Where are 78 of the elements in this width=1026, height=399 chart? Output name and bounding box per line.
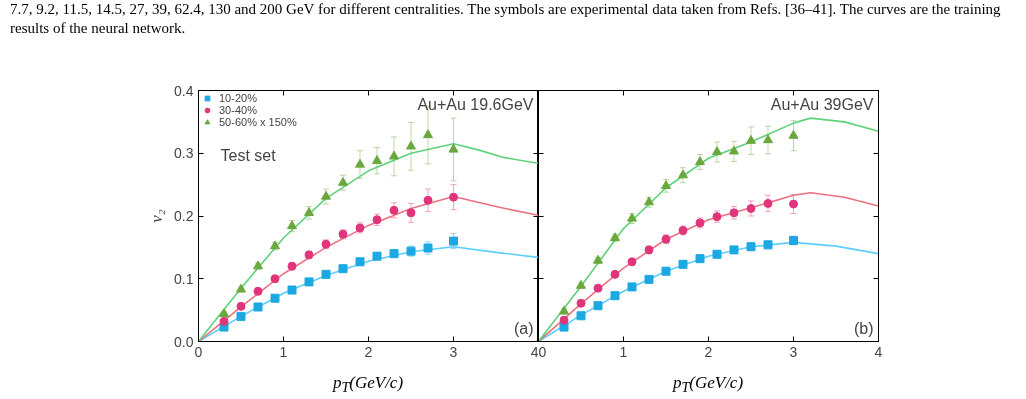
- annotation: Au+Au 39GeV: [770, 95, 874, 113]
- point: [712, 249, 722, 259]
- point: [253, 302, 263, 312]
- y-tick-label: 0.1: [174, 270, 194, 287]
- point: [389, 205, 399, 215]
- x-axis-title: p$_{T}$(GeV/c): [672, 373, 744, 396]
- y-tick-label: 0.2: [174, 208, 194, 224]
- point: [389, 150, 399, 160]
- x-tick-label: 4: [530, 343, 539, 360]
- y-tick-label: 0.0: [174, 333, 194, 350]
- point: [610, 291, 620, 301]
- point: [406, 208, 416, 218]
- point: [678, 259, 688, 269]
- point: [627, 282, 637, 292]
- point: [763, 134, 773, 144]
- point: [304, 207, 314, 216]
- point: [449, 236, 458, 246]
- point: [423, 195, 433, 205]
- point: [270, 293, 280, 303]
- point: [746, 203, 756, 213]
- x-tick-label: 4: [874, 343, 883, 360]
- point: [219, 316, 229, 326]
- legend-label: 30-40%: [219, 104, 257, 116]
- x-tick-label: 1: [619, 343, 628, 360]
- point: [627, 257, 637, 267]
- annotation: (a): [513, 319, 534, 337]
- point: [695, 254, 705, 264]
- x-tick-label: 2: [704, 343, 713, 360]
- point: [559, 315, 569, 325]
- point: [593, 283, 603, 293]
- x-tick-label: 1: [279, 343, 288, 360]
- x-axis-title: p$_{T}$(GeV/c): [332, 373, 404, 396]
- point: [355, 257, 365, 267]
- point: [389, 249, 399, 259]
- point: [406, 140, 416, 150]
- point: [304, 277, 314, 287]
- x-tick-label: 3: [449, 343, 458, 360]
- point: [338, 264, 348, 274]
- point: [729, 245, 739, 255]
- point: [729, 145, 739, 155]
- point: [576, 311, 586, 321]
- point: [372, 251, 382, 261]
- point: [253, 286, 263, 296]
- x-tick-label: 0: [538, 343, 547, 360]
- point: [644, 274, 654, 284]
- legend-label: 50-60% x 150%: [219, 116, 297, 128]
- annotation: Au+Au 19.6GeV: [417, 95, 534, 113]
- point: [661, 266, 671, 276]
- point: [788, 129, 799, 139]
- text: 7.7, 9.2, 11.5, 14.5, 27, 39, 62.4, 130 and 200 GeV for different centralities. The symbols are experimental data taken from Refs. [36–41]. The curves are the training results of the neural network.: [10, 0, 1002, 38]
- point: [593, 301, 603, 311]
- x-tick-label: 0: [194, 343, 203, 360]
- point: [236, 301, 246, 311]
- annotation: (b): [853, 319, 874, 337]
- point: [219, 308, 229, 317]
- legend-label: 10-20%: [219, 92, 257, 104]
- point: [712, 146, 722, 156]
- point: [423, 129, 433, 139]
- point: [448, 143, 459, 153]
- point: [610, 269, 620, 279]
- point: [236, 311, 246, 321]
- point: [576, 298, 586, 308]
- y-tick-label: 0.4: [174, 82, 194, 99]
- point: [746, 135, 756, 144]
- point: [270, 274, 280, 284]
- point: [355, 158, 365, 168]
- point: [763, 198, 773, 208]
- point: [287, 285, 297, 295]
- point: [661, 180, 671, 189]
- point: [372, 155, 382, 164]
- point: [449, 192, 458, 202]
- x-tick-label: 2: [364, 343, 373, 360]
- x-tick-label: 3: [789, 343, 798, 360]
- point: [789, 199, 798, 209]
- annotation: Test set: [220, 147, 277, 164]
- y-tick-label: 0.3: [174, 145, 194, 162]
- point: [321, 269, 331, 279]
- y-axis-title: v₂: [147, 209, 167, 223]
